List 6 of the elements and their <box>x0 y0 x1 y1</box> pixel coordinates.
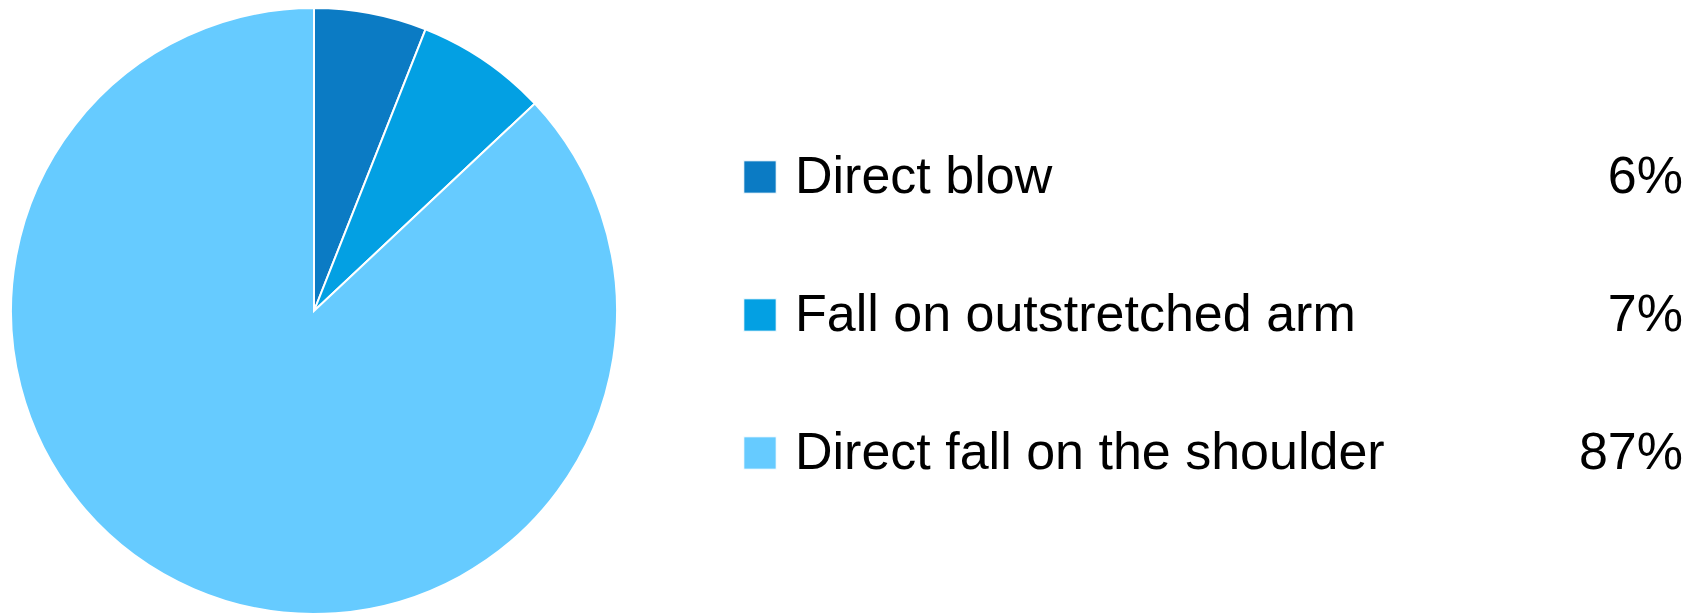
data-label: 6% <box>1607 146 1683 204</box>
legend-label: Direct blow <box>795 146 1053 204</box>
data-label: 7% <box>1607 284 1683 342</box>
data-label: 87% <box>1578 422 1683 480</box>
legend-label: Fall on outstretched arm <box>795 284 1356 342</box>
legend-label: Direct fall on the shoulder <box>795 422 1385 480</box>
